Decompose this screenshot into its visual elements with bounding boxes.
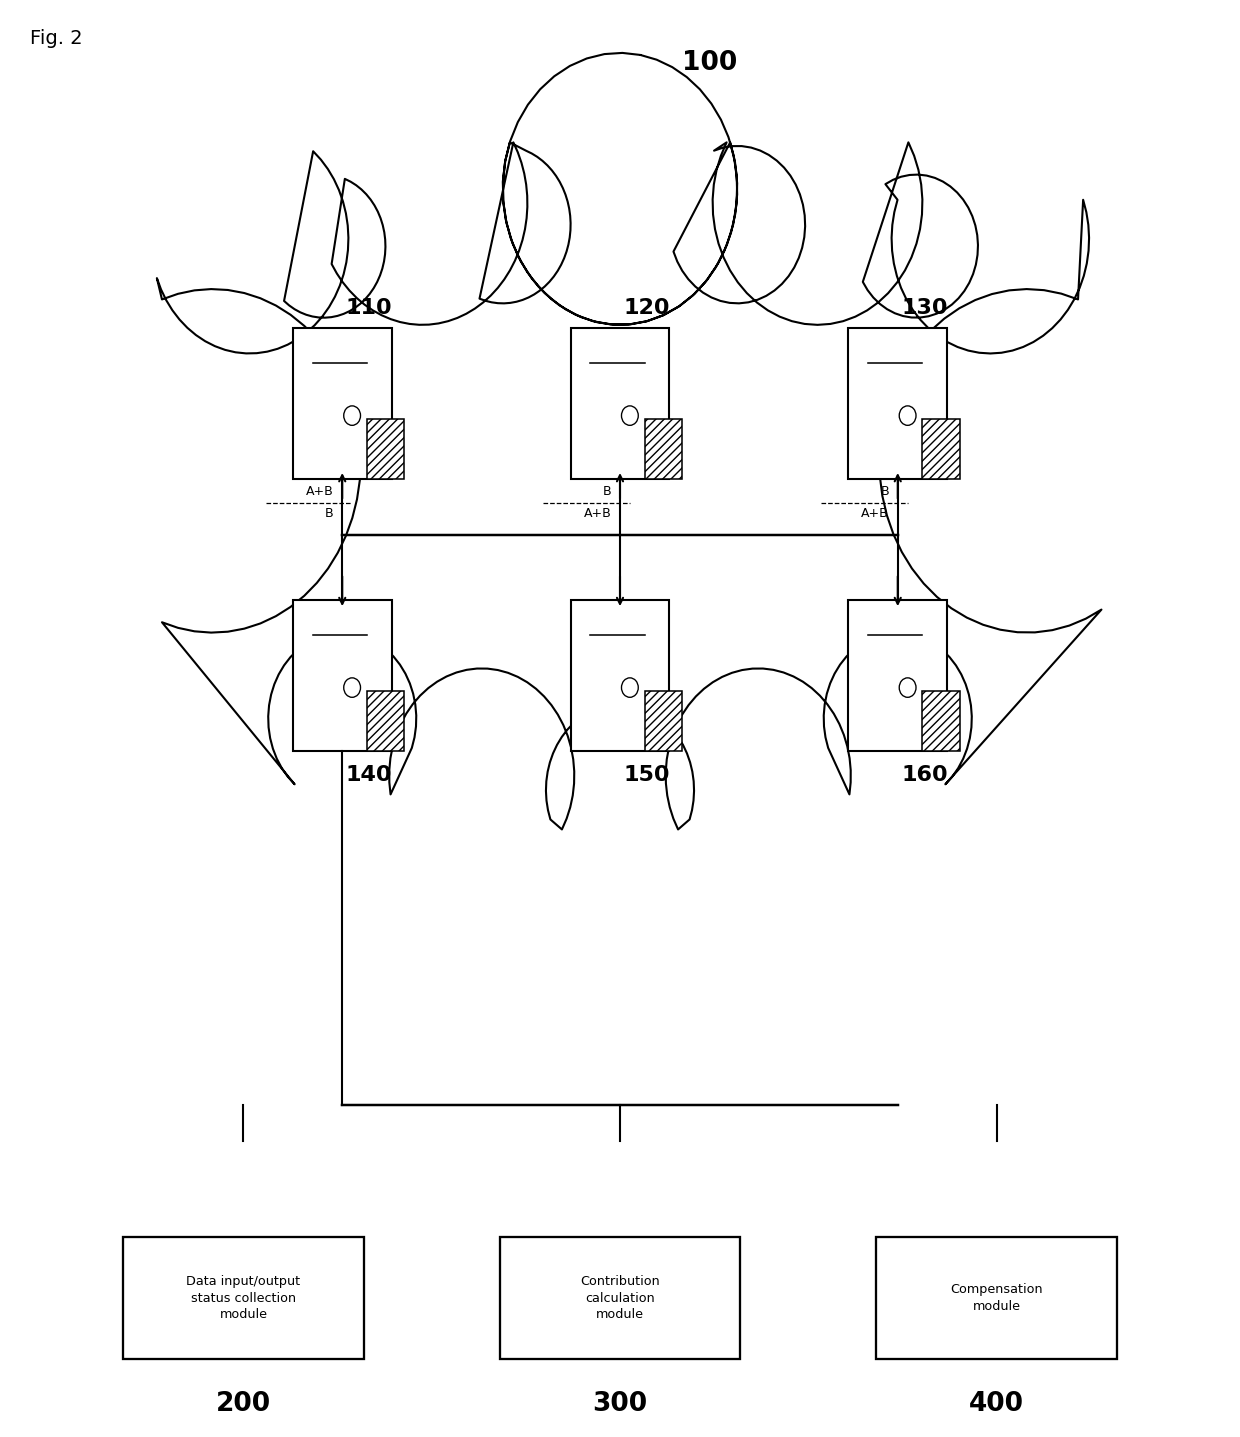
Bar xyxy=(570,329,670,479)
Bar xyxy=(848,601,947,750)
Bar xyxy=(923,691,960,750)
Text: 140: 140 xyxy=(346,764,392,785)
Text: A+B: A+B xyxy=(584,507,611,520)
Text: 130: 130 xyxy=(901,299,947,319)
Text: A+B: A+B xyxy=(862,507,889,520)
Bar xyxy=(848,329,947,479)
Bar xyxy=(570,601,670,750)
Text: A+B: A+B xyxy=(306,486,334,499)
Text: 200: 200 xyxy=(216,1391,272,1417)
Bar xyxy=(645,691,682,750)
Text: 300: 300 xyxy=(593,1391,647,1417)
Bar xyxy=(367,691,404,750)
Text: 120: 120 xyxy=(624,299,670,319)
Polygon shape xyxy=(157,53,1101,829)
Circle shape xyxy=(621,405,639,425)
Text: Contribution
calculation
module: Contribution calculation module xyxy=(580,1275,660,1321)
Text: 150: 150 xyxy=(624,764,670,785)
Circle shape xyxy=(343,678,361,697)
Bar xyxy=(293,329,392,479)
Bar xyxy=(923,418,960,479)
Text: 400: 400 xyxy=(968,1391,1024,1417)
Text: 160: 160 xyxy=(901,764,949,785)
Circle shape xyxy=(899,678,916,697)
Text: Fig. 2: Fig. 2 xyxy=(30,29,83,47)
Text: 110: 110 xyxy=(346,299,393,319)
Bar xyxy=(367,418,404,479)
Bar xyxy=(645,418,682,479)
Text: B: B xyxy=(603,486,611,499)
Bar xyxy=(877,1237,1117,1359)
Text: Data input/output
status collection
module: Data input/output status collection modu… xyxy=(186,1275,300,1321)
Bar xyxy=(293,601,392,750)
Text: Compensation
module: Compensation module xyxy=(950,1283,1043,1313)
Text: B: B xyxy=(325,507,334,520)
Bar xyxy=(123,1237,363,1359)
Circle shape xyxy=(899,405,916,425)
Circle shape xyxy=(621,678,639,697)
Text: B: B xyxy=(880,486,889,499)
Circle shape xyxy=(343,405,361,425)
Bar xyxy=(500,1237,740,1359)
Text: 100: 100 xyxy=(682,50,737,76)
